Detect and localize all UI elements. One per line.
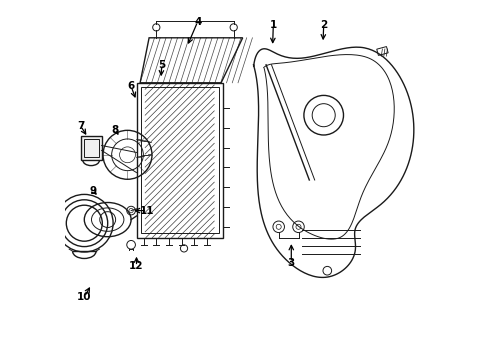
Bar: [376, 46, 387, 55]
Text: 2: 2: [320, 20, 326, 30]
Text: 3: 3: [287, 258, 294, 268]
Text: 11: 11: [140, 206, 154, 216]
Text: 5: 5: [158, 60, 165, 70]
Text: 6: 6: [127, 81, 135, 91]
Bar: [83, 139, 99, 157]
Text: 9: 9: [90, 186, 97, 196]
Text: 1: 1: [269, 20, 276, 30]
Text: 4: 4: [194, 17, 201, 27]
Text: 8: 8: [111, 125, 118, 135]
Text: 7: 7: [77, 121, 84, 131]
Bar: [81, 136, 102, 160]
Text: 10: 10: [77, 292, 91, 302]
Text: 12: 12: [129, 261, 143, 271]
